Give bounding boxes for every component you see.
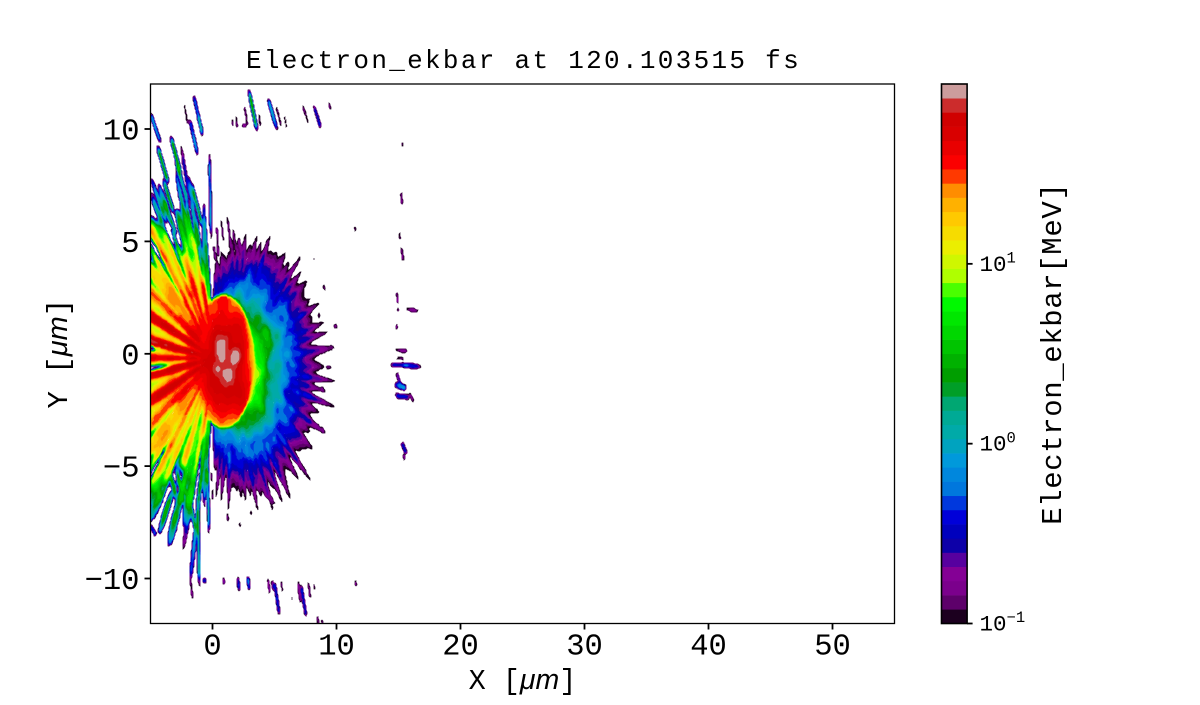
svg-text:Electron_ekbar at 120.103515 f: Electron_ekbar at 120.103515 fs — [246, 46, 801, 76]
svg-text:40: 40 — [690, 631, 727, 665]
svg-text:20: 20 — [442, 631, 479, 665]
svg-text:−5: −5 — [103, 453, 140, 487]
svg-text:10: 10 — [103, 116, 140, 150]
svg-text:Electron_ekbar[MeV]: Electron_ekbar[MeV] — [1037, 183, 1070, 525]
svg-text:−10: −10 — [85, 565, 140, 599]
svg-text:10−1: 10−1 — [980, 609, 1026, 637]
svg-text:50: 50 — [814, 631, 851, 665]
svg-text:5: 5 — [121, 228, 139, 262]
svg-text:Y [μm]: Y [μm] — [42, 299, 76, 409]
svg-text:10: 10 — [318, 631, 355, 665]
svg-text:0: 0 — [203, 631, 221, 665]
svg-text:30: 30 — [566, 631, 603, 665]
svg-text:X [μm]: X [μm] — [469, 664, 577, 698]
svg-text:0: 0 — [121, 340, 139, 374]
